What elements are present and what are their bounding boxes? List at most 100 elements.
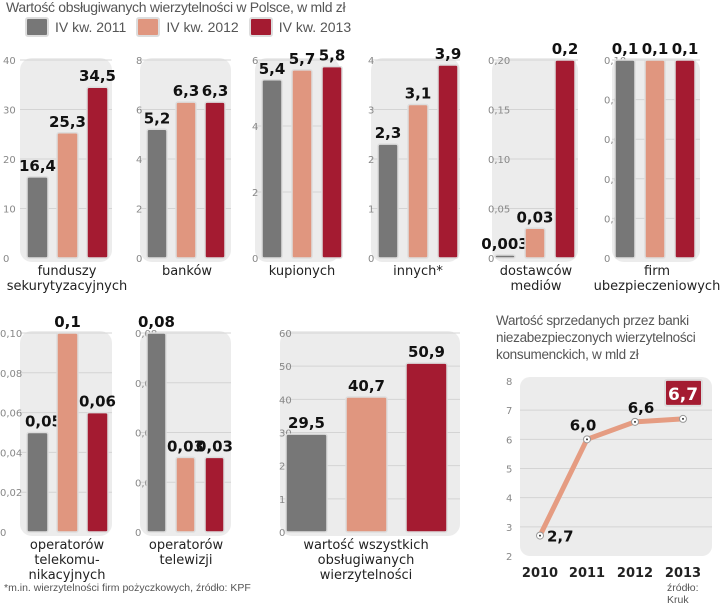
y-tick-label: 0 bbox=[279, 528, 285, 539]
bar-value-label: 5,8 bbox=[319, 47, 346, 65]
category-label: obsługiwanych bbox=[318, 553, 415, 568]
y-tick-label: 1 bbox=[368, 205, 374, 216]
y-tick-label: 3 bbox=[368, 106, 374, 117]
y-tick-label: 2 bbox=[136, 205, 142, 216]
x-tick-label: 2013 bbox=[665, 566, 701, 581]
y-tick-label: 0 bbox=[3, 254, 9, 265]
bar-2012 bbox=[345, 396, 388, 533]
y-tick-label: 4 bbox=[136, 155, 142, 166]
y-tick-label: 0 bbox=[604, 254, 610, 265]
bar-2013 bbox=[437, 64, 459, 259]
category-label: operatorów bbox=[30, 538, 105, 553]
category-label: nikacyjnych bbox=[29, 568, 106, 583]
category-label: mediów bbox=[510, 279, 561, 294]
bar-value-label: 25,3 bbox=[49, 113, 86, 131]
y-tick-label: 0 bbox=[0, 528, 6, 539]
highlight-badge bbox=[664, 378, 703, 407]
y-tick-label: 0 bbox=[136, 254, 142, 265]
data-label: 6,0 bbox=[570, 416, 597, 434]
y-tick-label: 50 bbox=[279, 362, 292, 373]
y-tick-label: 0 bbox=[252, 254, 258, 265]
bar-2011 bbox=[26, 431, 49, 533]
bar-value-label: 16,4 bbox=[19, 157, 56, 175]
y-tick-label: 0,02 bbox=[0, 488, 22, 499]
bar-value-label: 0,003 bbox=[481, 235, 528, 253]
y-tick-label: 0,20 bbox=[488, 56, 510, 67]
y-tick-label: 2 bbox=[506, 552, 512, 563]
y-tick-label: 20 bbox=[3, 155, 16, 166]
bar-value-label: 5,2 bbox=[144, 109, 171, 127]
bar-value-label: 0,06 bbox=[79, 393, 116, 411]
category-label: telewizji bbox=[160, 553, 213, 568]
legend-swatch bbox=[136, 17, 161, 37]
bar-2012 bbox=[407, 103, 429, 259]
bar-2012 bbox=[524, 227, 546, 259]
bar-2012 bbox=[56, 332, 79, 533]
bar-2013 bbox=[554, 59, 576, 259]
y-tick-label: 0,06 bbox=[0, 409, 22, 420]
y-tick-label: 30 bbox=[3, 106, 16, 117]
y-tick-label: 3 bbox=[506, 523, 512, 534]
y-tick-label: 0,02 bbox=[135, 478, 157, 489]
y-tick-label: 30 bbox=[279, 429, 292, 440]
y-tick-label: 5 bbox=[506, 465, 512, 476]
y-tick-label: 0,08 bbox=[135, 329, 157, 340]
legend: IV kw. 2011 IV kw. 2012 IV kw. 2013 bbox=[25, 17, 351, 37]
legend-swatch bbox=[25, 17, 49, 37]
category-label: ubezpieczeniowych bbox=[594, 279, 720, 294]
bar-value-label: 0,1 bbox=[54, 313, 81, 331]
category-label: kupionych bbox=[269, 264, 336, 279]
bar-value-label: 50,9 bbox=[408, 343, 445, 361]
bar-value-label: 0,1 bbox=[642, 40, 669, 58]
y-tick-label: 40 bbox=[3, 56, 16, 67]
bar-2011 bbox=[26, 176, 49, 259]
bar-2012 bbox=[175, 456, 196, 533]
bar-value-label: 3,9 bbox=[435, 45, 462, 63]
bar-2013 bbox=[204, 101, 226, 259]
y-tick-label: 0 bbox=[135, 528, 141, 539]
legend-item-2013: IV kw. 2013 bbox=[248, 17, 352, 37]
bar-2011 bbox=[494, 254, 516, 259]
y-tick-label: 2 bbox=[368, 155, 374, 166]
category-label: telekomu- bbox=[34, 553, 100, 568]
bar-2013 bbox=[86, 86, 109, 259]
y-tick-label: 7 bbox=[506, 406, 512, 417]
bar-2013 bbox=[86, 411, 109, 533]
legend-label: IV kw. 2013 bbox=[278, 19, 352, 35]
data-label: 6,7 bbox=[668, 385, 698, 405]
y-tick-label: 8 bbox=[136, 56, 142, 67]
category-label: firm bbox=[644, 264, 670, 279]
y-tick-label: 0,05 bbox=[488, 205, 510, 216]
data-point-center bbox=[634, 420, 636, 423]
bar-value-label: 5,7 bbox=[289, 50, 316, 68]
bar-2012 bbox=[644, 59, 666, 259]
y-tick-label: 0,15 bbox=[488, 106, 510, 117]
category-label: operatorów bbox=[149, 538, 224, 553]
bar-value-label: 0,08 bbox=[138, 313, 175, 331]
legend-item-2011: IV kw. 2011 bbox=[25, 17, 126, 37]
data-point-center bbox=[539, 534, 541, 537]
bar-2011 bbox=[261, 79, 283, 259]
y-tick-label: 0,10 bbox=[488, 155, 510, 166]
x-tick-label: 2010 bbox=[522, 566, 558, 581]
bar-value-label: 0,2 bbox=[552, 40, 579, 58]
bar-2013 bbox=[204, 456, 225, 533]
bar-value-label: 34,5 bbox=[79, 67, 116, 85]
bar-value-label: 5,4 bbox=[259, 60, 286, 78]
category-label: sekurytyzacyjnych bbox=[7, 279, 128, 294]
data-label: 6,6 bbox=[628, 399, 655, 417]
bar-value-label: 29,5 bbox=[288, 414, 325, 432]
bar-2012 bbox=[175, 101, 197, 259]
y-tick-label: 0,10 bbox=[0, 329, 22, 340]
series-line bbox=[537, 416, 684, 537]
y-tick-label: 8 bbox=[506, 377, 512, 388]
bar-value-label: 0,03 bbox=[196, 437, 233, 455]
bar-2012 bbox=[56, 132, 79, 259]
y-tick-label: 0,04 bbox=[0, 448, 22, 459]
y-tick-label: 0,04 bbox=[135, 429, 157, 440]
bar-2011 bbox=[285, 433, 328, 533]
category-label: banków bbox=[162, 264, 212, 279]
y-tick-label: 6 bbox=[252, 56, 258, 67]
legend-swatch bbox=[248, 17, 273, 37]
category-label: dostawców bbox=[500, 264, 573, 279]
